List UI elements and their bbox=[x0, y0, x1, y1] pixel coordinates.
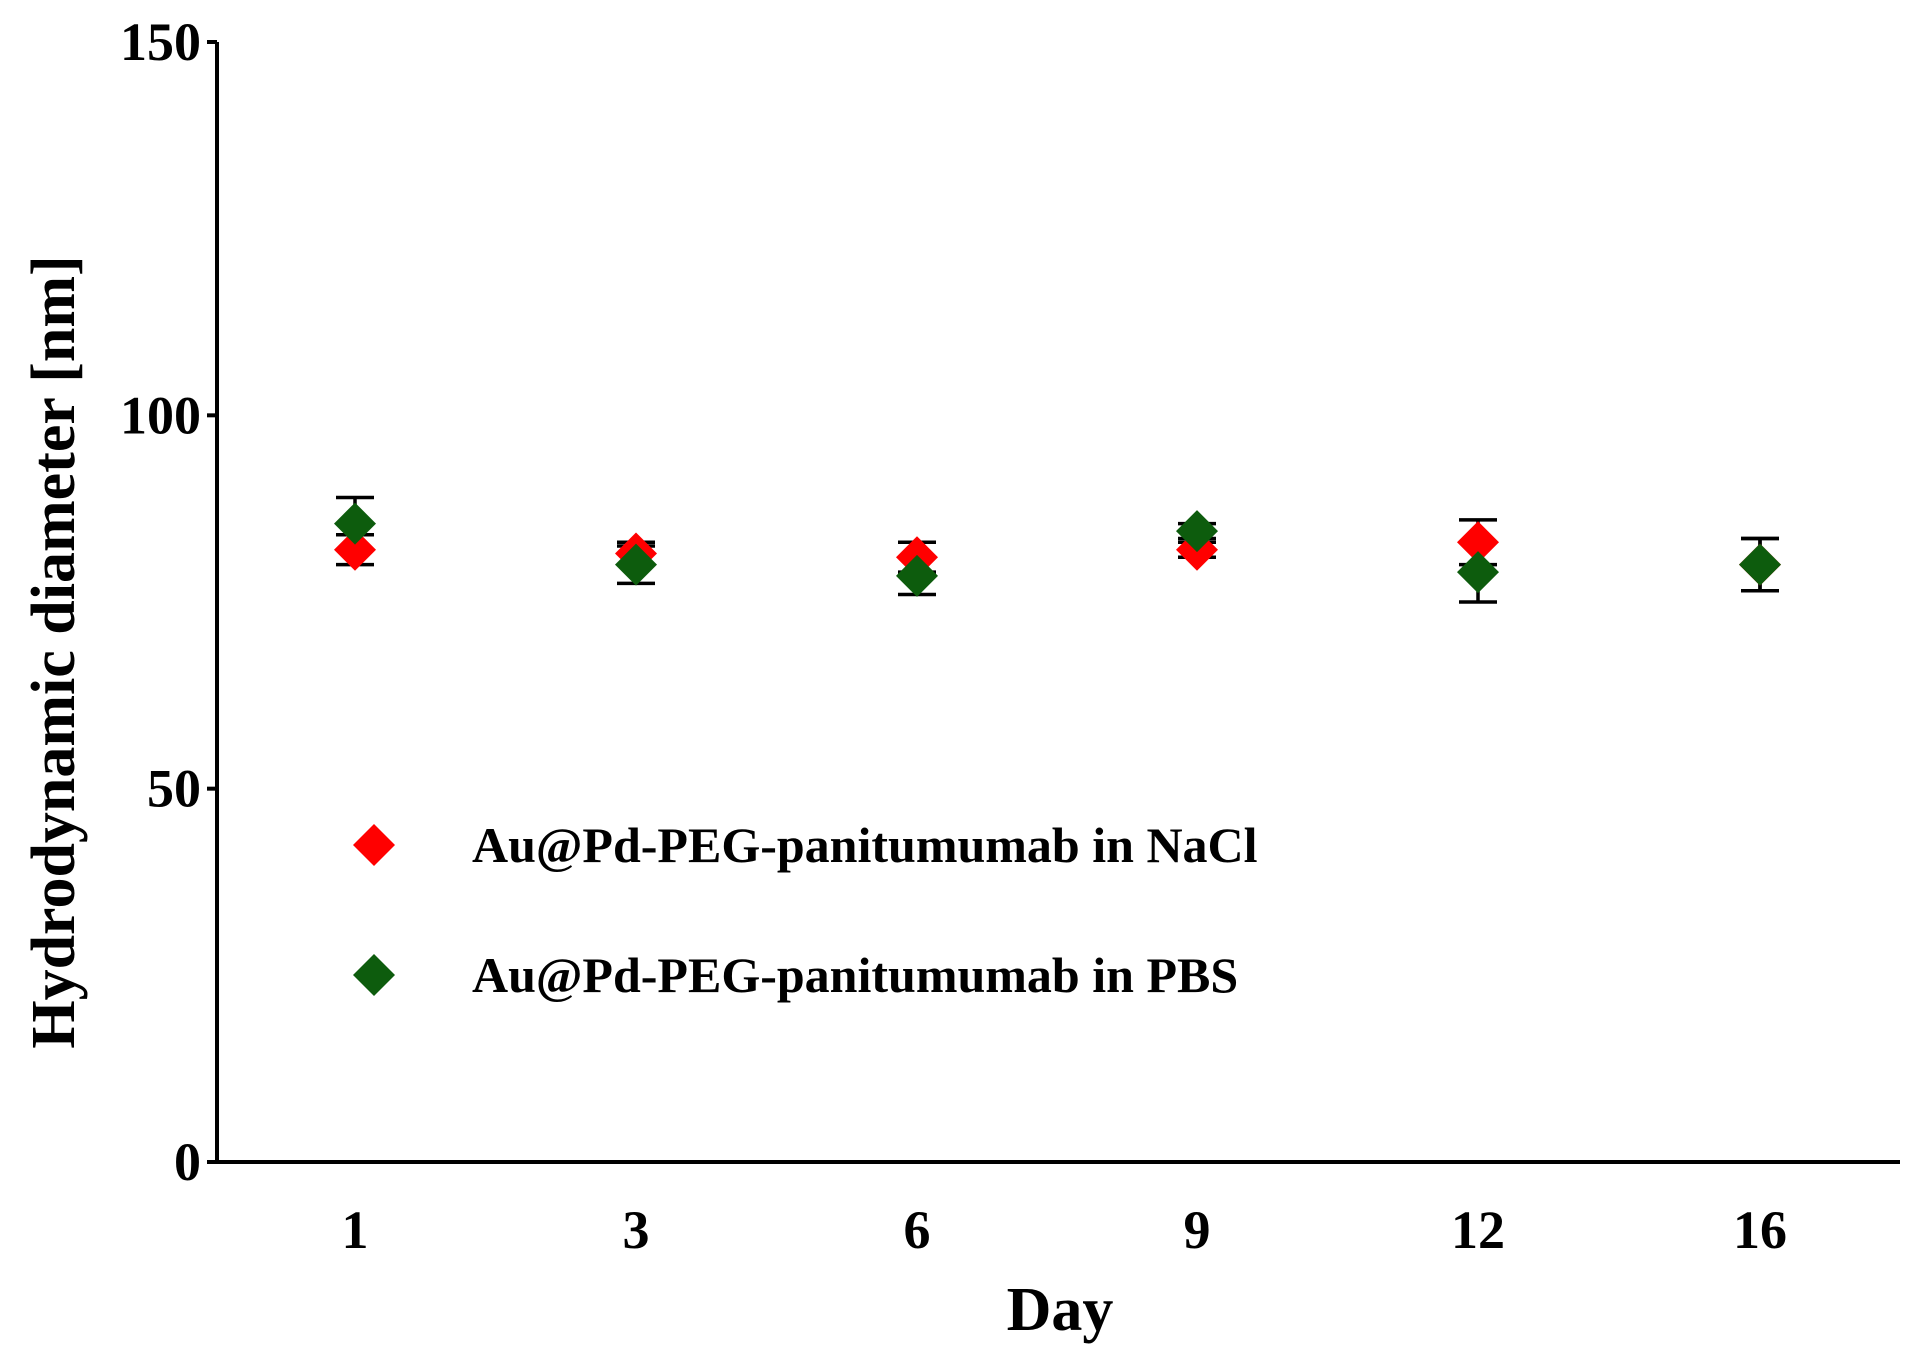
legend-label-nacl: Au@Pd-PEG-panitumumab in NaCl bbox=[472, 817, 1258, 873]
data-point-pbs bbox=[615, 543, 657, 586]
data-point-pbs bbox=[1739, 543, 1781, 586]
data-point-pbs bbox=[896, 554, 938, 597]
legend-marker-nacl bbox=[353, 824, 395, 866]
y-tick-label: 0 bbox=[174, 1132, 201, 1192]
x-tick-label: 6 bbox=[904, 1200, 931, 1260]
data-point-pbs bbox=[1176, 510, 1218, 553]
y-ticks: 0 50 100 150 bbox=[120, 12, 217, 1192]
y-tick-label: 100 bbox=[120, 385, 201, 445]
error-bars bbox=[336, 495, 1779, 604]
legend-label-pbs: Au@Pd-PEG-panitumumab in PBS bbox=[472, 947, 1238, 1003]
x-ticks: 1 3 6 9 12 16 bbox=[342, 1200, 1788, 1260]
y-axis-title: Hydrodynamic diameter [nm] bbox=[20, 255, 88, 1048]
data-points bbox=[334, 502, 1781, 597]
x-tick-label: 1 bbox=[342, 1200, 369, 1260]
y-tick-label: 50 bbox=[147, 759, 201, 819]
x-tick-label: 16 bbox=[1733, 1200, 1787, 1260]
data-point-nacl bbox=[1457, 521, 1499, 564]
axes bbox=[215, 42, 1900, 1164]
y-tick-label: 150 bbox=[120, 12, 201, 72]
data-point-pbs bbox=[1457, 551, 1499, 594]
x-tick-label: 12 bbox=[1451, 1200, 1505, 1260]
legend: Au@Pd-PEG-panitumumab in NaCl Au@Pd-PEG-… bbox=[353, 817, 1258, 1003]
legend-marker-pbs bbox=[353, 954, 395, 996]
x-axis-title: Day bbox=[1007, 1276, 1114, 1344]
x-tick-label: 9 bbox=[1184, 1200, 1211, 1260]
data-point-pbs bbox=[334, 502, 376, 545]
data-point-nacl bbox=[334, 528, 376, 571]
x-tick-label: 3 bbox=[623, 1200, 650, 1260]
